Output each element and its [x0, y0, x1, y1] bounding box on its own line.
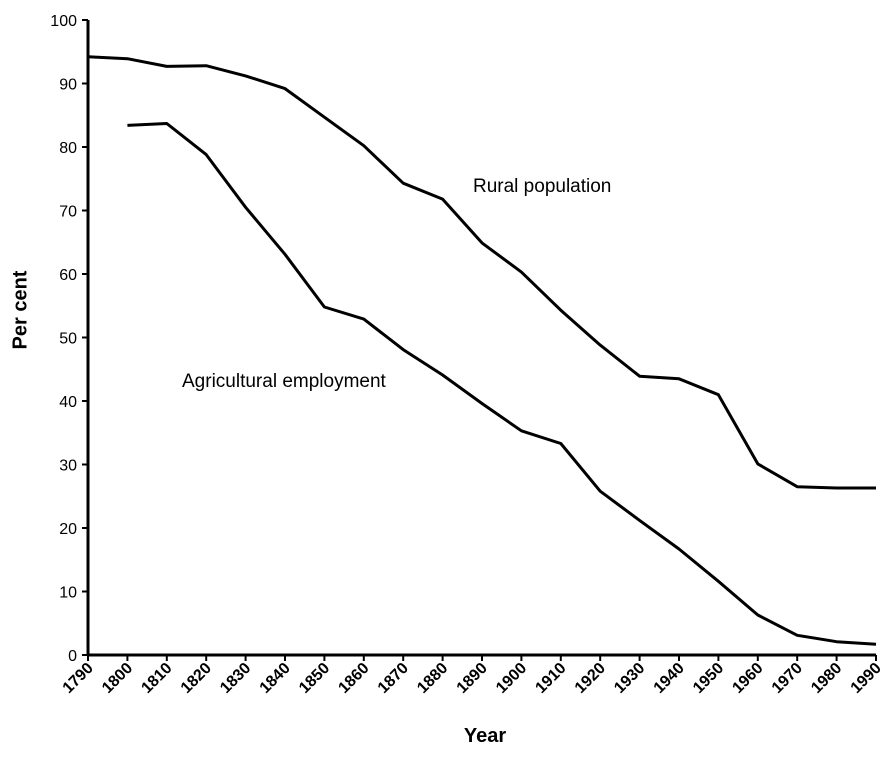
- x-tick-label: 1880: [414, 660, 451, 697]
- x-tick-label: 1790: [60, 660, 97, 697]
- x-tick-label: 1920: [572, 660, 609, 697]
- x-tick-label: 1870: [375, 660, 412, 697]
- x-tick-label: 1800: [99, 660, 136, 697]
- axes: [86, 20, 876, 657]
- y-tick-label: 100: [50, 13, 77, 30]
- x-tick-label: 1910: [532, 660, 569, 697]
- x-tick-label: 1990: [848, 660, 885, 697]
- x-tick-label: 1840: [257, 660, 294, 697]
- x-tick-label: 1810: [138, 660, 175, 697]
- x-tick-label: 1940: [651, 660, 688, 697]
- y-tick-label: 60: [59, 267, 77, 284]
- y-tick-label: 50: [59, 331, 77, 348]
- y-tick-label: 0: [68, 648, 77, 665]
- x-tick-label: 1890: [454, 660, 491, 697]
- x-tick-label: 1820: [178, 660, 215, 697]
- y-tick-label: 90: [59, 77, 77, 94]
- series-lines: [87, 55, 877, 646]
- y-tick-label: 70: [59, 204, 77, 221]
- x-tick-label: 1960: [729, 660, 766, 697]
- series-line-agricultural-employment: [127, 122, 877, 646]
- x-tick-label: 1970: [769, 660, 806, 697]
- ticks: [82, 19, 877, 661]
- x-tick-label: 1950: [690, 660, 727, 697]
- x-tick-label: 1930: [611, 660, 648, 697]
- y-tick-label: 80: [59, 140, 77, 157]
- annotation-rural-population: Rural population: [473, 176, 612, 197]
- y-tick-label: 10: [59, 585, 77, 602]
- x-tick-label: 1860: [335, 660, 372, 697]
- y-axis-label: Per cent: [9, 270, 32, 350]
- annotation-agricultural-employment: Agricultural employment: [182, 371, 386, 392]
- x-tick-label: 1850: [296, 660, 333, 697]
- y-tick-label: 40: [59, 394, 77, 411]
- x-tick-label: 1980: [808, 660, 845, 697]
- x-tick-label: 1900: [493, 660, 530, 697]
- series-line-rural-population: [87, 55, 876, 490]
- x-axis-label: Year: [463, 725, 507, 747]
- x-tick-label: 1830: [217, 660, 254, 697]
- y-tick-label: 20: [59, 521, 77, 538]
- y-axis-label-wrap: Per cent: [6, 230, 36, 390]
- y-tick-label: 30: [59, 458, 77, 475]
